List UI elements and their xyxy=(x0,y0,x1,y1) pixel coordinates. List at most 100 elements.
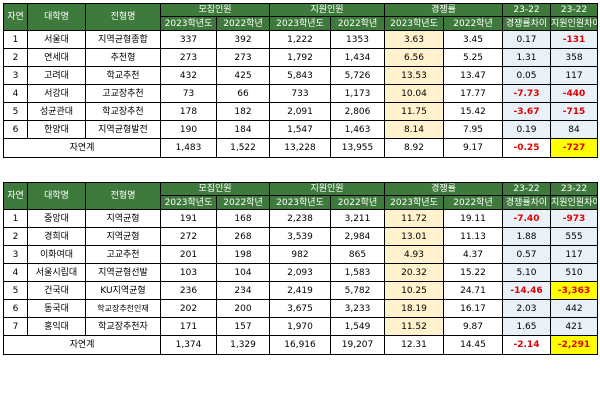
rate-diff: 1.31 xyxy=(502,48,551,67)
recruit-2023: 432 xyxy=(160,66,217,85)
table-row: 1 중앙대 지역균형 191 168 2,238 3,211 11.72 19.11 -7.40-… xyxy=(3,209,598,228)
recruit-2023: 272 xyxy=(160,227,217,246)
header-rate-diff: 경쟁률차이 xyxy=(502,195,551,210)
table-row: 6 동국대 학교장추천인재 202 200 3,675 3,233 18.19 16.17 2.0… xyxy=(3,299,598,318)
rate-2023: 3.63 xyxy=(384,30,444,49)
row-index: 4 xyxy=(3,84,28,103)
header-apply-2022: 2022학년 xyxy=(330,16,385,31)
recruit-2022: 182 xyxy=(216,102,270,121)
table-row: 3 고려대 학교추천 432 425 5,843 5,726 13.53 13.47 0.05 11… xyxy=(3,66,598,85)
total-row: 자연계 1,483 1,522 13,228 13,955 8.92 9.17 -0.25 -7… xyxy=(3,138,598,158)
apply-2023: 5,843 xyxy=(269,66,331,85)
apply-2022: 1,549 xyxy=(330,317,385,336)
rate-2022: 7.95 xyxy=(443,120,503,139)
apply-2023: 2,419 xyxy=(269,281,331,300)
total-row: 자연계 1,374 1,329 16,916 19,207 12.31 14.45 -2.14… xyxy=(3,335,598,355)
recruit-2023: 191 xyxy=(160,209,217,228)
recruit-2022: 104 xyxy=(216,263,270,282)
rate-diff: 1.88 xyxy=(502,227,551,246)
header-univ: 대학명 xyxy=(27,3,86,31)
total-rate-2022: 14.45 xyxy=(443,335,503,355)
apply-2022: 5,782 xyxy=(330,281,385,300)
apply-2023: 1,547 xyxy=(269,120,331,139)
rate-2023: 11.75 xyxy=(384,102,444,121)
apply-2023: 1,222 xyxy=(269,30,331,49)
apply-diff: -131 xyxy=(550,30,598,49)
rate-2023: 4.93 xyxy=(384,245,444,264)
university-name: 경희대 xyxy=(27,227,86,246)
rate-2022: 17.77 xyxy=(443,84,503,103)
header-recruit: 모집인원 xyxy=(160,3,270,17)
rate-diff: 2.03 xyxy=(502,299,551,318)
apply-2022: 1,463 xyxy=(330,120,385,139)
admission-type: 추천형 xyxy=(85,48,161,67)
apply-2023: 733 xyxy=(269,84,331,103)
apply-2022: 5,726 xyxy=(330,66,385,85)
row-index: 2 xyxy=(3,227,28,246)
rate-diff: -3.67 xyxy=(502,102,551,121)
rate-2023: 11.52 xyxy=(384,317,444,336)
recruit-2022: 198 xyxy=(216,245,270,264)
header-apply-diff: 지원인원차이 xyxy=(550,16,598,31)
apply-diff: 421 xyxy=(550,317,598,336)
university-name: 서울대 xyxy=(27,30,86,49)
recruit-2023: 190 xyxy=(160,120,217,139)
header-diff1: 23-22 xyxy=(502,182,551,196)
apply-2023: 2,091 xyxy=(269,102,331,121)
header-univ: 대학명 xyxy=(27,182,86,210)
table-row: 4 서울시립대 지역균형선발 103 104 2,093 1,583 20.32 15.22 5.… xyxy=(3,263,598,282)
admission-type: 고교추천 xyxy=(85,245,161,264)
admission-type: 지역균형선발 xyxy=(85,263,161,282)
table-row: 4 서강대 고교장추천 73 66 733 1,173 10.04 17.77 -7.73 -440 xyxy=(3,84,598,103)
admission-type: 학교장추천자 xyxy=(85,317,161,336)
recruit-2023: 171 xyxy=(160,317,217,336)
rate-2023: 10.25 xyxy=(384,281,444,300)
apply-2023: 982 xyxy=(269,245,331,264)
university-name: 이화여대 xyxy=(27,245,86,264)
rate-diff: -7.40 xyxy=(502,209,551,228)
admission-type: 지역균형 xyxy=(85,209,161,228)
table-row: 2 경희대 지역균형 272 268 3,539 2,984 13.01 11.13 1.88 55… xyxy=(3,227,598,246)
total-apply-diff: -2,291 xyxy=(550,335,598,355)
rate-2022: 3.45 xyxy=(443,30,503,49)
admission-type: 고교장추천 xyxy=(85,84,161,103)
rate-2023: 18.19 xyxy=(384,299,444,318)
header-recruit: 모집인원 xyxy=(160,182,270,196)
row-index: 3 xyxy=(3,245,28,264)
header-rate-2023: 2023학년도 xyxy=(384,16,444,31)
apply-2023: 1,792 xyxy=(269,48,331,67)
total-apply-diff: -727 xyxy=(550,138,598,158)
admission-type: 지역균형종합 xyxy=(85,30,161,49)
total-rate-diff: -2.14 xyxy=(502,335,551,355)
apply-diff: 84 xyxy=(550,120,598,139)
apply-diff: 358 xyxy=(550,48,598,67)
recruit-2023: 236 xyxy=(160,281,217,300)
recruit-2023: 337 xyxy=(160,30,217,49)
header-rate-2022: 2022학년 xyxy=(443,195,503,210)
total-apply-2022: 13,955 xyxy=(330,138,385,158)
rate-2022: 5.25 xyxy=(443,48,503,67)
rate-2023: 6.56 xyxy=(384,48,444,67)
rate-diff: 0.57 xyxy=(502,245,551,264)
table-row: 5 성균관대 학교장추천 178 182 2,091 2,806 11.75 15.42 -3.6… xyxy=(3,102,598,121)
row-index: 3 xyxy=(3,66,28,85)
recruit-2023: 201 xyxy=(160,245,217,264)
header-apply-2023: 2023학년도 xyxy=(269,16,331,31)
total-rate-diff: -0.25 xyxy=(502,138,551,158)
rate-diff: -7.73 xyxy=(502,84,551,103)
rate-2022: 15.42 xyxy=(443,102,503,121)
total-apply-2023: 13,228 xyxy=(269,138,331,158)
header-apply-2023: 2023학년도 xyxy=(269,195,331,210)
row-index: 1 xyxy=(3,30,28,49)
admission-table-1: 자연 대학명 전형명 모집인원 지원인원 경쟁률 23-22 23-22 202… xyxy=(3,3,598,158)
rate-2022: 4.37 xyxy=(443,245,503,264)
apply-2022: 3,233 xyxy=(330,299,385,318)
row-index: 2 xyxy=(3,48,28,67)
recruit-2022: 200 xyxy=(216,299,270,318)
header-diff2: 23-22 xyxy=(550,182,598,196)
apply-2022: 1,434 xyxy=(330,48,385,67)
apply-diff: 510 xyxy=(550,263,598,282)
recruit-2022: 168 xyxy=(216,209,270,228)
total-recruit-2022: 1,329 xyxy=(216,335,270,355)
table-1-body: 1 서울대 지역균형종합 337 392 1,222 1353 3.63 3.45 0.17 -13… xyxy=(3,30,598,158)
